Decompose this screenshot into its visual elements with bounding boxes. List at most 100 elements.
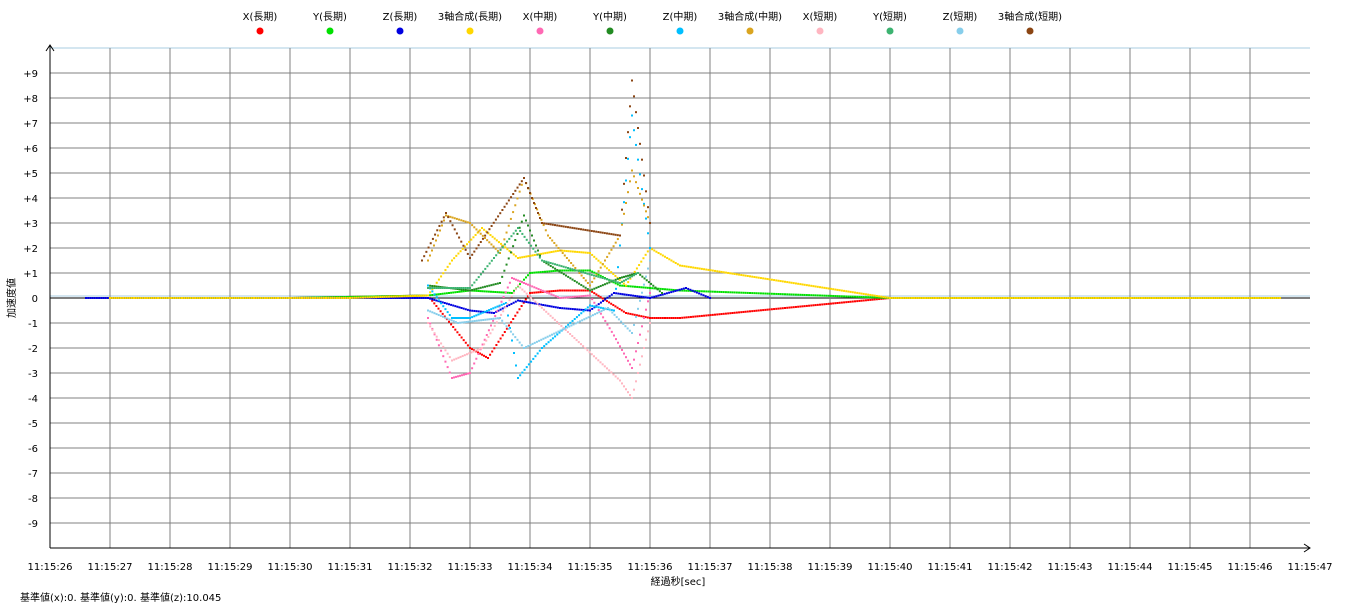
data-point [967, 297, 970, 299]
data-point [910, 297, 913, 299]
data-point [601, 231, 604, 234]
data-point [1116, 297, 1119, 299]
data-point [854, 295, 856, 298]
data-point [564, 328, 567, 331]
data-point [455, 357, 458, 360]
data-point [433, 298, 436, 301]
data-point [527, 241, 530, 244]
data-point [444, 269, 447, 272]
data-point [639, 299, 641, 302]
data-point [444, 360, 447, 363]
data-point [479, 286, 482, 289]
data-point [631, 313, 634, 316]
data-point [525, 345, 528, 348]
data-point [650, 282, 653, 285]
data-point [95, 297, 98, 299]
data-point [954, 297, 957, 299]
data-point [639, 363, 641, 366]
data-point [551, 223, 554, 226]
data-point [608, 278, 611, 281]
data-point [593, 255, 596, 258]
data-point [340, 297, 343, 299]
data-point [1178, 297, 1181, 299]
data-point [583, 318, 586, 321]
data-point [490, 311, 493, 314]
data-point [554, 269, 557, 272]
data-point [816, 294, 819, 297]
data-point [645, 308, 647, 311]
data-point [575, 269, 578, 272]
data-point [623, 352, 625, 355]
data-point [599, 312, 602, 315]
data-point [146, 297, 149, 299]
data-point [562, 265, 565, 268]
data-point [575, 281, 578, 284]
data-point [705, 314, 708, 317]
data-point [541, 289, 544, 292]
data-point [584, 308, 587, 311]
data-point [860, 292, 863, 295]
data-point [821, 294, 824, 297]
data-point [637, 272, 639, 274]
data-point [454, 291, 457, 294]
data-point [847, 290, 850, 293]
data-point [681, 264, 684, 267]
data-point [244, 297, 247, 299]
data-point [843, 289, 846, 292]
x-tick-label: 11:15:46 [1228, 562, 1273, 573]
data-point [502, 291, 505, 294]
data-point [422, 294, 425, 297]
data-point [623, 201, 625, 204]
data-point [477, 353, 480, 355]
data-point [735, 273, 738, 276]
data-point [744, 310, 747, 313]
data-point [111, 297, 114, 299]
data-point [439, 310, 442, 313]
data-point [266, 297, 269, 299]
data-point [567, 226, 569, 229]
data-point [970, 297, 973, 299]
data-point [849, 300, 852, 303]
data-point [486, 231, 489, 234]
data-point [460, 219, 463, 222]
data-point [507, 224, 510, 227]
data-point [1013, 297, 1016, 299]
data-point [519, 256, 522, 259]
data-point [479, 232, 482, 235]
data-point [508, 324, 510, 327]
data-point [637, 187, 639, 189]
data-point [607, 307, 609, 309]
data-point [473, 320, 476, 322]
data-point [473, 315, 476, 318]
data-point [281, 297, 284, 299]
data-point [159, 297, 162, 299]
data-point [731, 272, 734, 275]
legend-label: Z(長期) [383, 11, 418, 23]
data-point [651, 248, 654, 251]
data-point [1108, 297, 1111, 299]
data-point [751, 292, 754, 295]
data-point [596, 312, 599, 315]
data-point [507, 257, 510, 260]
data-point [716, 313, 719, 316]
data-point [875, 296, 878, 299]
data-point [537, 212, 539, 214]
data-point [454, 321, 457, 324]
data-point [290, 297, 293, 299]
data-point [1062, 297, 1065, 299]
data-point [640, 286, 643, 289]
data-point [649, 247, 651, 249]
data-point [433, 244, 435, 247]
data-point [556, 269, 559, 272]
data-point [631, 169, 633, 172]
data-point [517, 279, 519, 282]
series-2 [85, 287, 711, 314]
data-point [871, 298, 874, 301]
data-point [484, 237, 486, 239]
data-point [497, 241, 500, 244]
data-point [525, 292, 528, 295]
data-point [350, 295, 353, 298]
data-point [514, 288, 517, 291]
data-point [926, 297, 929, 299]
data-point [615, 292, 618, 295]
